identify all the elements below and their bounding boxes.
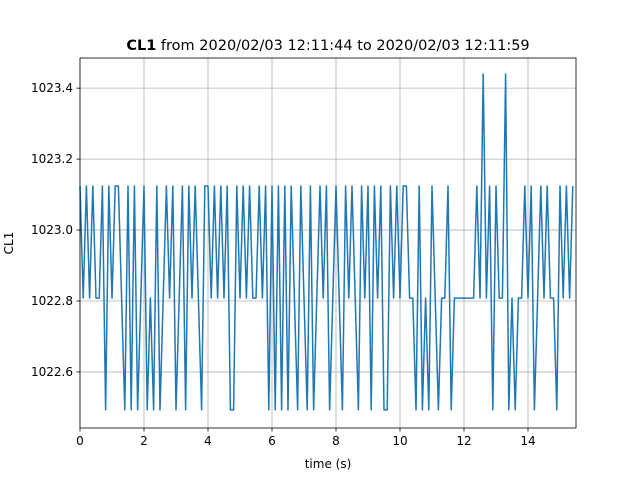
title-bold: CL1	[126, 38, 156, 54]
y-tick-label: 1022.8	[31, 294, 73, 308]
x-tick-label: 8	[332, 434, 340, 448]
x-tick-label: 10	[392, 434, 407, 448]
chart-title: CL1 from 2020/02/03 12:11:44 to 2020/02/…	[126, 38, 529, 54]
title-rest: from 2020/02/03 12:11:44 to 2020/02/03 1…	[161, 38, 530, 54]
x-tick-label: 4	[204, 434, 212, 448]
y-axis-label: CL1	[2, 232, 16, 255]
y-tick-label: 1023.4	[31, 81, 73, 95]
x-tick-label: 14	[520, 434, 535, 448]
x-axis-label: time (s)	[305, 457, 352, 471]
data-line	[79, 73, 574, 411]
x-tick-label: 2	[140, 434, 148, 448]
y-tick-label: 1023.0	[31, 223, 73, 237]
x-tick-label: 0	[76, 434, 84, 448]
y-tick-label: 1023.2	[31, 152, 73, 166]
x-tick-label: 12	[456, 434, 471, 448]
x-tick-label: 6	[268, 434, 276, 448]
y-tick-label: 1022.6	[31, 365, 73, 379]
axes-frame	[79, 57, 577, 429]
